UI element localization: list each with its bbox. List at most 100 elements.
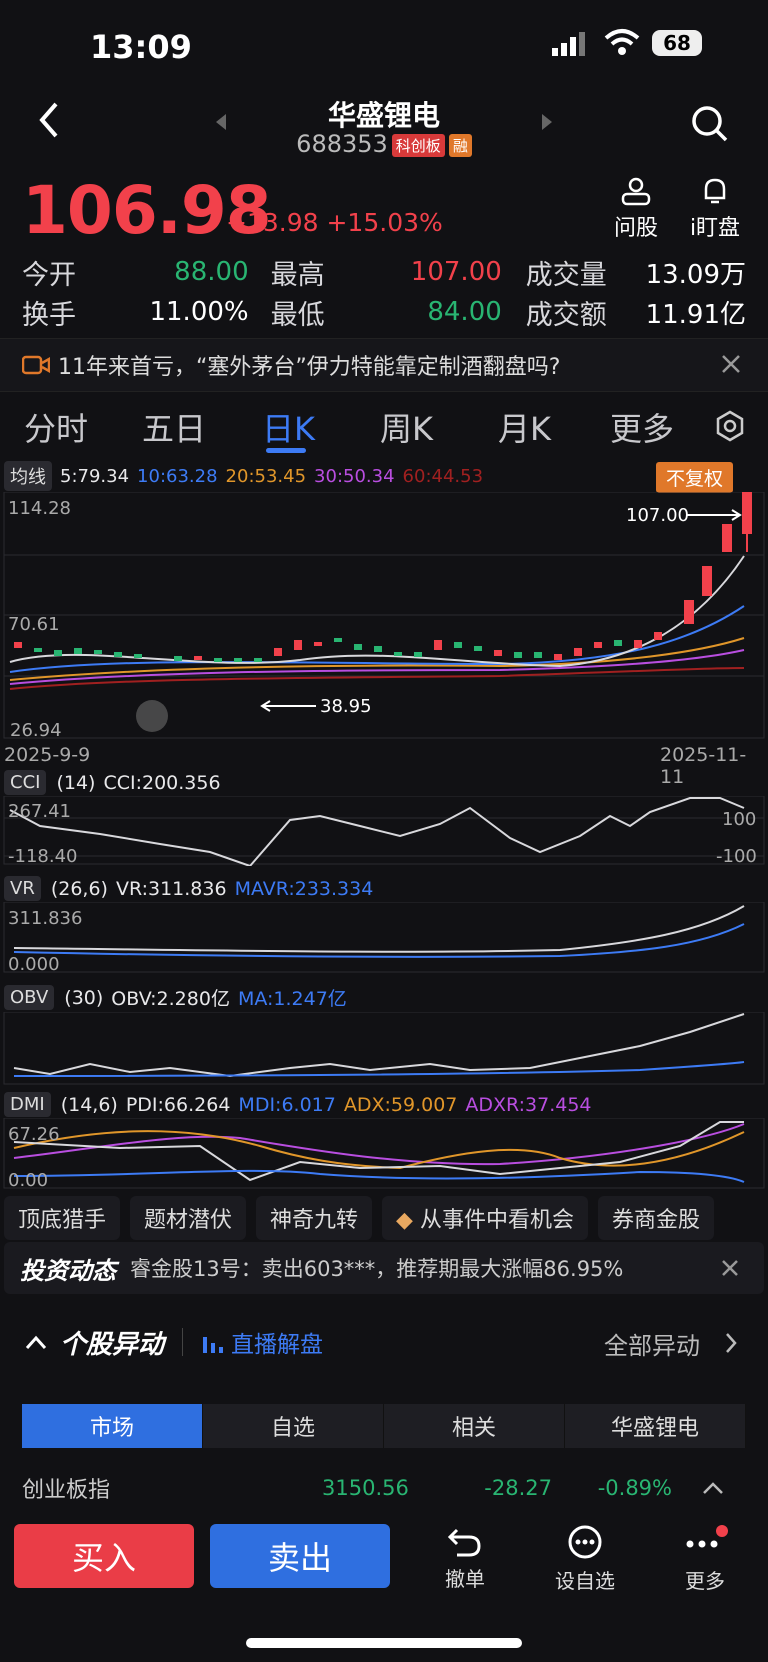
y-low: 26.94	[10, 720, 62, 741]
feature-row: 顶底猎手 题材潜伏 神奇九转 ◆ 从事件中看机会 券商金股	[4, 1196, 714, 1240]
buy-button[interactable]: 买入	[14, 1524, 194, 1588]
tab-weekly-k[interactable]: 周K	[380, 410, 433, 448]
tab-related[interactable]: 相关	[384, 1404, 565, 1448]
back-button[interactable]	[36, 100, 62, 150]
cci-level-lo: -100	[716, 846, 757, 866]
prev-stock-arrow-icon[interactable]	[216, 114, 226, 130]
feature-button[interactable]: ◆ 从事件中看机会	[382, 1196, 588, 1240]
margin-tag: 融	[448, 133, 472, 157]
stat-value: 107.00	[410, 257, 502, 287]
stat-label: 今开	[22, 259, 76, 291]
adjust-button[interactable]: 不复权	[656, 462, 734, 493]
expand-chart-icon[interactable]	[136, 700, 168, 732]
tab-five-day[interactable]: 五日	[142, 410, 207, 448]
news-bar[interactable]: 11年来首亏，“塞外茅台”伊力特能靠定制酒翻盘吗?	[0, 338, 768, 392]
ma-value: 20:53.45	[225, 465, 307, 487]
close-icon[interactable]	[720, 1258, 740, 1278]
obv-chart[interactable]	[0, 1012, 768, 1086]
status-time: 13:09	[90, 28, 192, 66]
obv-selector[interactable]: OBV	[4, 985, 55, 1010]
cci-chart[interactable]: 267.41 -118.40 100 -100	[0, 796, 768, 866]
dmi-selector[interactable]: DMI	[4, 1092, 51, 1117]
feature-button[interactable]: 顶底猎手	[4, 1196, 121, 1240]
cancel-order-label: 撤单	[445, 1567, 485, 1591]
tab-watchlist[interactable]: 自选	[203, 1404, 384, 1448]
obv-params: (30)	[64, 986, 104, 1009]
vr-value: VR:311.836	[115, 877, 227, 900]
wifi-icon	[604, 29, 640, 55]
y-high: 114.28	[8, 498, 71, 519]
stat-value: 13.09万	[645, 259, 746, 290]
index-percent: -0.89%	[597, 1476, 672, 1500]
more-dots-icon	[686, 1525, 728, 1548]
add-watchlist-button[interactable]: 设自选	[540, 1524, 630, 1594]
bar-chart-icon	[203, 1337, 224, 1353]
max-price-label: 107.00	[626, 505, 689, 526]
vr-chart[interactable]: 311.836 0.000	[0, 902, 768, 974]
invest-bar[interactable]: 投资动态 睿金股13号：卖出603***，推荐期最大涨幅86.95%	[4, 1242, 764, 1294]
ma-selector[interactable]: 均线	[4, 461, 52, 491]
ma-value: 5:79.34	[60, 465, 130, 487]
more-label: 更多	[685, 1569, 725, 1593]
stat-value: 84.00	[427, 297, 502, 327]
ma-value: 30:50.34	[314, 465, 395, 487]
tab-more[interactable]: 更多	[610, 410, 675, 448]
sell-button[interactable]: 卖出	[210, 1524, 390, 1588]
vr-y-bot: 0.000	[8, 954, 60, 974]
chart-tabs: 分时 五日 日K 周K 月K 更多	[0, 396, 768, 456]
cci-y-top: 267.41	[8, 801, 71, 822]
index-row[interactable]: 创业板指 3150.56 -28.27 -0.89%	[22, 1470, 746, 1506]
home-indicator	[246, 1638, 522, 1648]
stat-value: 11.00%	[149, 297, 249, 327]
battery-icon: 68	[652, 30, 702, 56]
chevron-left-icon	[39, 102, 58, 138]
chevron-up-icon[interactable]	[702, 1480, 724, 1496]
ask-stock-label: 问股	[613, 216, 658, 241]
kline-chart[interactable]: 114.28 70.61 26.94 107.00 38.95	[0, 492, 768, 742]
vr-params: (26,6)	[50, 877, 108, 900]
cci-params: (14)	[56, 771, 96, 794]
stock-code-line: 688353 科创板融	[0, 130, 768, 158]
dmi-chart[interactable]: 67.26 0.00	[0, 1118, 768, 1190]
date-end: 2025-11-11	[660, 744, 747, 788]
index-name: 创业板指	[22, 1478, 111, 1503]
tab-monthly-k[interactable]: 月K	[498, 410, 551, 448]
tab-stock[interactable]: 华盛锂电	[565, 1404, 746, 1448]
cci-y-bot: -118.40	[8, 846, 77, 866]
feature-button[interactable]: 券商金股	[597, 1196, 714, 1240]
y-mid: 70.61	[8, 614, 60, 635]
last-price: 106.98	[22, 172, 272, 249]
tab-daily-k[interactable]: 日K	[262, 410, 315, 448]
adxr-value: ADXR:37.454	[465, 1093, 592, 1116]
tab-intraday[interactable]: 分时	[24, 410, 89, 448]
cci-header: CCI (14) CCI:200.356	[4, 770, 221, 795]
watch-button[interactable]: i盯盘	[682, 176, 748, 242]
next-stock-arrow-icon[interactable]	[542, 114, 552, 130]
diamond-icon: ◆	[396, 1208, 420, 1233]
board-tag: 科创板	[391, 133, 445, 157]
date-start: 2025-9-9	[4, 744, 91, 766]
dmi-y-bot: 0.00	[8, 1170, 48, 1190]
dmi-y-top: 67.26	[8, 1124, 60, 1145]
ma-value: 10:63.28	[137, 465, 218, 487]
search-icon[interactable]	[690, 104, 730, 144]
live-button[interactable]: 直播解盘	[231, 1332, 324, 1358]
chat-dots-icon	[568, 1525, 602, 1559]
change-value: +13.98	[226, 208, 319, 237]
cancel-order-button[interactable]: 撤单	[420, 1524, 510, 1592]
feature-button[interactable]: 题材潜伏	[130, 1196, 247, 1240]
obv-value: OBV:2.280亿	[111, 988, 230, 1010]
feature-label: 从事件中看机会	[419, 1208, 574, 1233]
close-icon[interactable]	[720, 353, 742, 375]
more-button[interactable]: 更多	[660, 1524, 750, 1594]
stats-grid: 今开 88.00 最高 107.00 成交量 13.09万 换手 11.00% …	[22, 252, 746, 332]
cci-selector[interactable]: CCI	[4, 770, 47, 795]
settings-icon[interactable]	[714, 410, 746, 442]
feature-button[interactable]: 神奇九转	[256, 1196, 373, 1240]
tab-market[interactable]: 市场	[22, 1404, 203, 1448]
chevron-up-icon[interactable]	[24, 1332, 48, 1352]
watch-label: i盯盘	[689, 216, 741, 241]
all-movements-link[interactable]: 全部异动	[604, 1332, 700, 1360]
ask-stock-button[interactable]: 问股	[608, 176, 664, 242]
vr-selector[interactable]: VR	[4, 876, 41, 901]
